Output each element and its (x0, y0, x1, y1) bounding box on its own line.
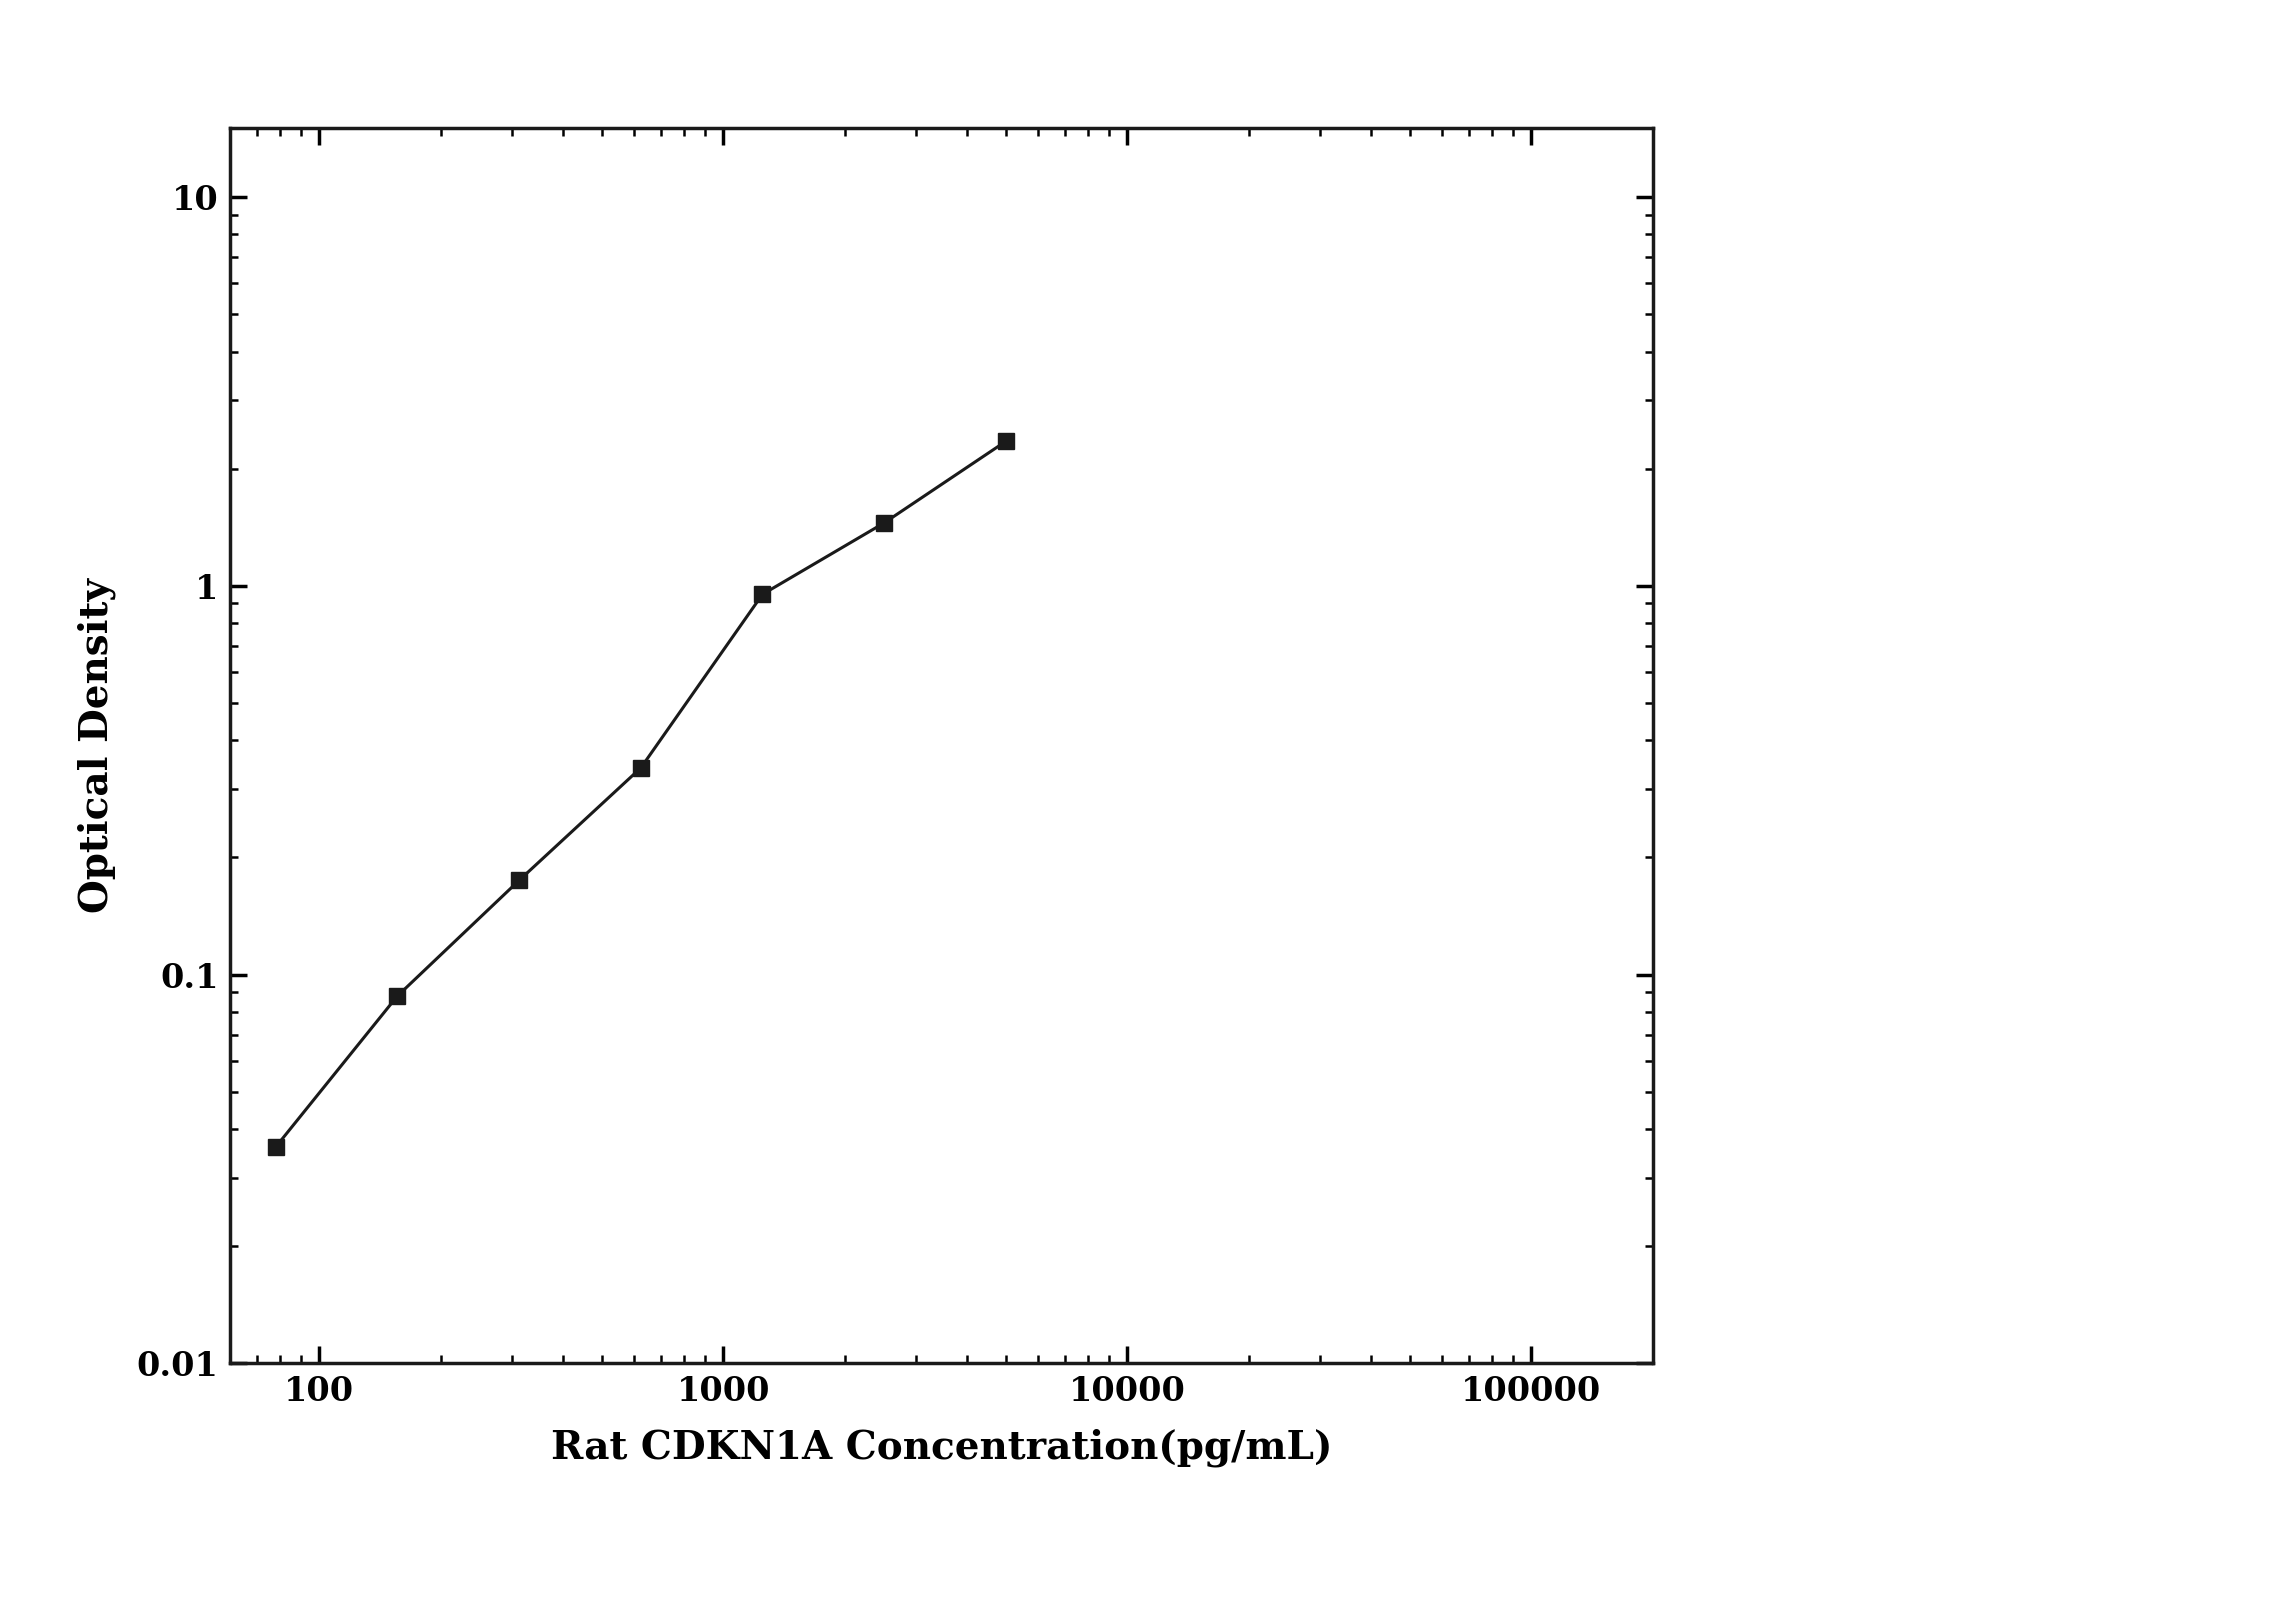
Y-axis label: Optical Density: Optical Density (78, 579, 115, 913)
X-axis label: Rat CDKN1A Concentration(pg/mL): Rat CDKN1A Concentration(pg/mL) (551, 1428, 1332, 1466)
